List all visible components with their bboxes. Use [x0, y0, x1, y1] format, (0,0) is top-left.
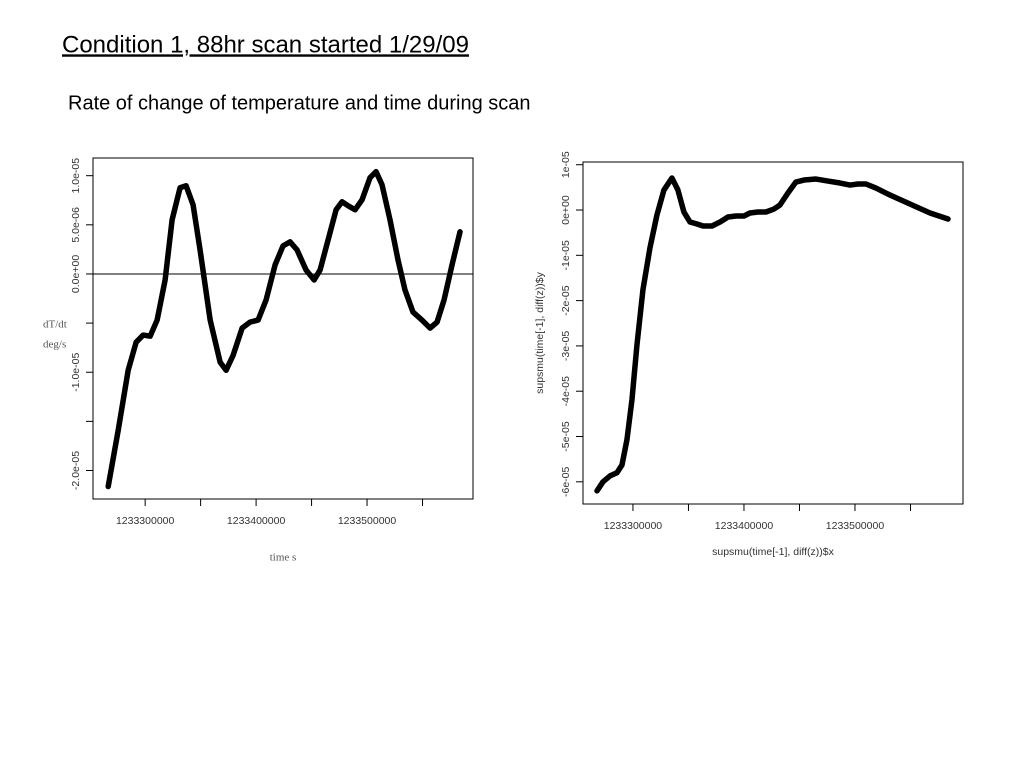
x-tick-label: 1233500000: [338, 515, 397, 527]
y-axis-label: supsmu(time[-1], diff(z))$y: [534, 271, 546, 393]
y-axis-label: deg/s: [43, 339, 66, 351]
y-tick-label: -5e-05: [560, 421, 572, 452]
y-tick-label: -3e-05: [560, 331, 572, 362]
y-tick-label: 1e-05: [560, 151, 572, 178]
data-line: [105, 168, 463, 490]
y-tick-label: -2.0e-05: [70, 451, 82, 490]
y-axis-label: dT/dt: [43, 319, 67, 331]
x-axis-label: supsmu(time[-1], diff(z))$x: [712, 546, 834, 558]
x-tick-label: 1233500000: [826, 520, 885, 532]
slide-title: Condition 1, 88hr scan started 1/29/09: [62, 31, 469, 58]
y-tick-label: -1e-05: [560, 240, 572, 271]
data-line: [594, 175, 951, 494]
slide-subtitle: Rate of change of temperature and time d…: [68, 92, 531, 114]
plot-frame: [92, 157, 474, 500]
y-tick-label: -2e-05: [560, 285, 572, 316]
y-tick-label: 5.0e-06: [70, 207, 82, 243]
y-tick-label: 0e+00: [560, 195, 572, 225]
y-tick-label: 0.0e+00: [70, 255, 82, 293]
x-tick-label: 1233300000: [116, 515, 175, 527]
y-tick-label: -6e-05: [560, 466, 572, 497]
x-axis-label: time s: [270, 552, 297, 564]
y-tick-label: -4e-05: [560, 376, 572, 407]
x-tick-label: 1233400000: [715, 520, 774, 532]
plot-frame: [582, 161, 964, 505]
x-tick-label: 1233300000: [604, 520, 663, 532]
y-tick-label: 1.0e-05: [70, 158, 82, 194]
y-tick-label: -1.0e-05: [70, 353, 82, 392]
x-tick-label: 1233400000: [227, 515, 286, 527]
